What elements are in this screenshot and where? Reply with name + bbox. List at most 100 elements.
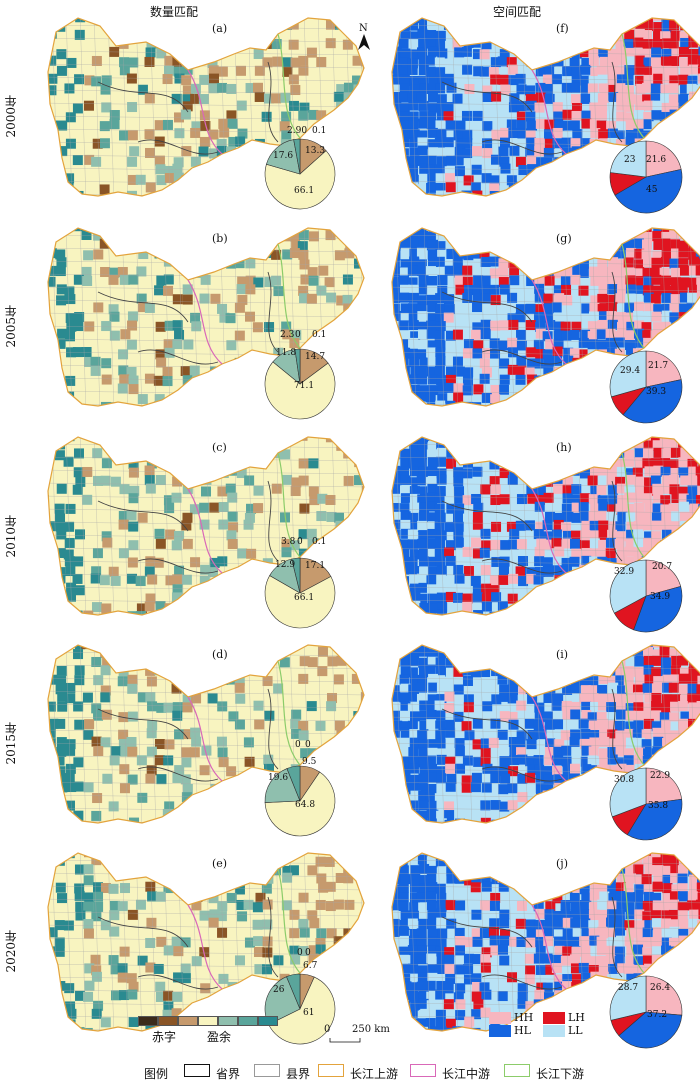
county-cell (561, 584, 572, 595)
county-cell (163, 945, 174, 956)
county-cell (48, 73, 58, 84)
county-cell (587, 657, 598, 668)
county-cell (688, 583, 699, 594)
county-cell (299, 293, 310, 304)
county-cell (589, 266, 600, 277)
county-cell (174, 459, 185, 470)
county-cell (111, 990, 122, 1001)
county-cell (516, 111, 527, 122)
middle-reach-boundary (187, 696, 223, 782)
lower-reach-boundary (277, 452, 301, 558)
county-cell (543, 182, 554, 193)
county-cell (428, 800, 439, 811)
county-cell (129, 485, 140, 496)
county-cell (363, 538, 364, 549)
county-cell (536, 538, 547, 549)
county-cell (696, 201, 700, 211)
county-cell (471, 228, 482, 232)
county-cell (119, 645, 130, 648)
county-cell (236, 594, 247, 605)
county-cell (535, 645, 546, 648)
county-cell (306, 701, 317, 712)
county-cell (462, 129, 473, 140)
county-cell (589, 456, 600, 467)
county-cell (244, 853, 255, 858)
county-cell (153, 557, 164, 568)
county-cell (392, 438, 394, 449)
county-cell (263, 201, 273, 211)
county-cell (588, 781, 599, 792)
county-cell (418, 118, 429, 129)
county-cell (689, 18, 700, 21)
county-cell (525, 965, 536, 976)
county-cell (145, 855, 156, 866)
county-cell (48, 727, 56, 738)
county-cell (542, 711, 553, 722)
county-cell (634, 110, 645, 121)
county-cell (653, 447, 664, 458)
county-cell (551, 700, 562, 711)
county-cell (687, 392, 698, 403)
county-cell (244, 1037, 254, 1047)
county-cell (508, 736, 519, 747)
county-cell (290, 486, 301, 497)
county-cell (410, 711, 421, 722)
county-cell (392, 503, 400, 514)
county-cell (635, 119, 646, 130)
county-cell (155, 601, 166, 612)
county-cell (625, 703, 636, 714)
county-cell (93, 475, 104, 486)
county-cell (154, 18, 165, 23)
county-cell (689, 801, 700, 812)
county-cell (678, 817, 689, 823)
county-cell (490, 495, 501, 506)
county-cell (65, 112, 76, 123)
county-cell (392, 757, 403, 768)
county-cell (392, 248, 393, 259)
county-boundary (38, 12, 44, 202)
county-cell (524, 520, 535, 531)
county-cell (427, 492, 438, 503)
county-cell (252, 385, 263, 396)
county-cell (643, 276, 654, 287)
county-cell (599, 601, 610, 612)
county-cell (668, 285, 679, 296)
county-cell (289, 248, 300, 259)
county-cell (662, 38, 673, 49)
county-cell (417, 593, 428, 604)
spatial-pie-3-slice (645, 767, 683, 805)
county-cell (489, 338, 500, 349)
county-cell (454, 493, 465, 504)
province-boundary (97, 480, 279, 574)
county-cell (91, 1037, 101, 1047)
county-cell (571, 601, 582, 612)
county-cell (426, 575, 437, 586)
county-cell (191, 693, 202, 704)
county-cell (435, 537, 446, 548)
county-cell (454, 47, 465, 58)
county-cell (172, 163, 183, 174)
county-cell (482, 85, 493, 96)
lower-reach-boundary (277, 868, 301, 974)
county-cell (561, 745, 572, 756)
county-cell (226, 340, 237, 351)
county-cell (696, 926, 700, 937)
county-cell (543, 884, 554, 895)
county-cell (455, 448, 466, 459)
county-cell (435, 621, 445, 631)
county-cell (552, 346, 563, 357)
county-cell (435, 355, 446, 366)
county-cell (614, 230, 625, 241)
county-cell (479, 547, 490, 558)
county-cell (597, 319, 608, 330)
county-cell (209, 620, 219, 630)
county-cell (491, 556, 502, 567)
county-cell (392, 302, 394, 313)
county-cell (580, 756, 591, 767)
county-cell (489, 228, 500, 232)
county-cell (597, 909, 608, 920)
county-cell (235, 165, 246, 176)
county-cell (563, 465, 574, 476)
county-cell (498, 31, 509, 42)
county-cell (579, 853, 590, 858)
